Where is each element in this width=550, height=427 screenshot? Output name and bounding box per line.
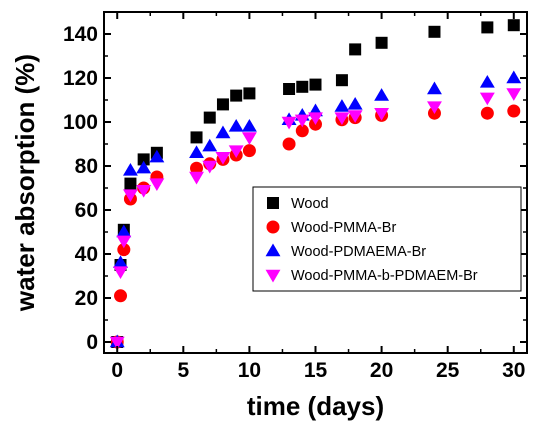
data-point <box>215 125 231 139</box>
legend-label: Wood <box>291 196 329 212</box>
x-tick-label: 20 <box>370 359 393 382</box>
legend-marker <box>267 197 279 209</box>
data-point <box>375 36 388 49</box>
data-point <box>480 106 494 120</box>
data-point <box>190 161 204 175</box>
y-tick-label: 120 <box>63 67 98 90</box>
y-tick-label: 20 <box>75 287 98 310</box>
x-tick-label: 10 <box>238 359 261 382</box>
legend-label: Wood-PMMA-Br <box>291 220 396 236</box>
series-1 <box>111 19 520 348</box>
data-point <box>216 98 229 111</box>
data-point <box>428 25 441 38</box>
data-layer <box>109 19 522 350</box>
data-point <box>281 116 297 130</box>
data-point <box>114 289 128 303</box>
x-tick-label: 5 <box>177 359 189 382</box>
legend: Wood Wood-PMMA-Br Wood-PDMAEMA-Br Wood-PMMA… <box>252 186 522 292</box>
legend-marker <box>265 269 281 283</box>
data-point <box>190 131 203 144</box>
y-tick-label: 40 <box>75 243 98 266</box>
data-point <box>506 88 522 101</box>
data-point <box>215 151 231 165</box>
data-point <box>243 87 256 100</box>
legend-frame <box>252 186 522 292</box>
data-point <box>136 160 152 174</box>
data-point <box>334 99 350 112</box>
data-point <box>427 101 442 115</box>
data-point <box>241 118 257 132</box>
data-point <box>189 145 204 159</box>
data-point <box>296 80 309 93</box>
data-point <box>203 111 216 124</box>
data-point <box>228 145 244 159</box>
data-point <box>507 19 520 32</box>
data-point <box>507 104 521 118</box>
data-point <box>308 112 323 126</box>
y-tick-label: 140 <box>63 23 98 46</box>
data-point <box>122 189 138 203</box>
data-point <box>335 74 348 87</box>
data-point <box>506 70 522 84</box>
x-axis: 0 5 10 15 20 25 30 <box>111 12 525 382</box>
x-tick-label: 30 <box>502 359 525 382</box>
legend-label: Wood-PDMAEMA-Br <box>291 244 426 260</box>
data-point <box>116 224 132 238</box>
data-point <box>109 336 125 350</box>
series-4 <box>109 88 522 350</box>
y-axis: 0 20 40 60 80 100 120 140 <box>63 23 527 354</box>
x-tick-label: 0 <box>111 359 123 382</box>
data-point <box>228 118 244 132</box>
data-point <box>241 132 257 145</box>
data-point <box>374 88 390 101</box>
data-point <box>202 138 218 152</box>
y-tick-label: 0 <box>86 331 98 354</box>
data-point <box>427 81 442 95</box>
plot-frame <box>103 11 528 354</box>
data-point <box>295 124 309 138</box>
data-point <box>189 171 204 185</box>
x-axis-title: time (days) <box>247 391 384 421</box>
data-point <box>113 255 128 269</box>
y-tick-label: 100 <box>63 111 98 134</box>
data-point <box>347 110 363 123</box>
data-point <box>117 243 131 257</box>
data-point <box>347 96 363 110</box>
data-point <box>283 83 296 95</box>
y-tick-label: 60 <box>75 199 98 222</box>
data-point <box>149 178 165 192</box>
data-point <box>137 153 150 166</box>
data-point <box>282 137 296 151</box>
legend-label: Wood-PMMA-b-PDMAEM-Br <box>291 268 478 284</box>
x-tick-label: 25 <box>436 359 460 382</box>
series-3 <box>109 70 522 348</box>
data-point <box>136 184 152 198</box>
data-point <box>116 235 132 249</box>
data-point <box>124 177 137 190</box>
x-tick-label: 15 <box>304 359 328 382</box>
legend-marker <box>265 243 281 257</box>
data-point <box>113 266 128 280</box>
data-point <box>309 78 322 91</box>
data-point <box>374 107 390 121</box>
data-point <box>230 89 243 102</box>
data-point <box>122 162 138 176</box>
y-axis-title: water absorption (%) <box>10 54 40 312</box>
y-tick-label: 80 <box>75 155 98 178</box>
data-point <box>349 43 362 56</box>
data-point <box>242 144 256 158</box>
data-point <box>149 149 165 163</box>
data-point <box>481 21 494 34</box>
data-point <box>334 112 350 126</box>
data-point <box>479 92 495 106</box>
data-point <box>202 160 218 174</box>
data-point <box>294 114 310 128</box>
legend-marker <box>266 220 280 234</box>
data-point <box>479 74 495 88</box>
